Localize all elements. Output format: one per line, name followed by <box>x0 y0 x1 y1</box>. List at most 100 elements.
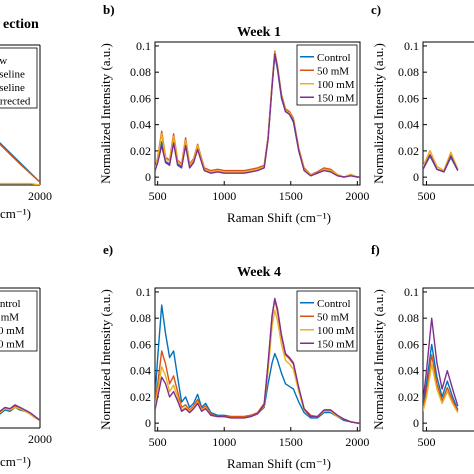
series-line-raw <box>0 142 40 183</box>
legend-label: 100 mM <box>0 325 25 337</box>
legend-box <box>296 44 358 106</box>
y-tick-label: 0 <box>413 170 419 184</box>
x-tick-label: 500 <box>417 189 435 203</box>
y-tick-label: 0.04 <box>398 364 419 378</box>
series-group <box>155 50 360 178</box>
x-tick-label: 500 <box>149 435 167 449</box>
panel-f: 0 0.02 0.04 0.06 0.08 0.1 500 f) Normalized Inte… <box>371 242 474 449</box>
panel-b: 0 0.02 0.04 0.06 0.08 0.1 500 1000 1500 2000 Week … <box>98 2 369 225</box>
series-line-50-mm <box>155 50 360 178</box>
series-line-100-mm <box>0 406 40 421</box>
y-tick-label: 0.06 <box>130 91 151 105</box>
x-tick-label: 1500 <box>279 435 303 449</box>
x-tick-label: 500 <box>149 189 167 203</box>
panel-e: 0 0.02 0.04 0.06 0.08 0.1 500 1000 1500 2000 Week … <box>98 242 369 471</box>
y-tick-label: 0.04 <box>398 118 419 132</box>
x-tick-label: 500 <box>417 435 435 449</box>
series-line-150-mm <box>423 317 459 407</box>
series-line-control <box>423 343 459 411</box>
legend-label: 100 mM <box>317 79 355 91</box>
y-tick-label: 0 <box>145 170 151 184</box>
y-tick-label: 0.06 <box>398 91 419 105</box>
x-tick-label: 2000 <box>28 189 52 203</box>
series-group <box>0 404 40 421</box>
y-tick-label: 0.04 <box>130 364 151 378</box>
legend-label: Control <box>317 298 351 310</box>
legend-box <box>296 290 358 352</box>
x-tick-label: 1000 <box>212 435 236 449</box>
y-tick-label: 0.08 <box>398 311 419 325</box>
y-tick-label: 0.08 <box>130 311 151 325</box>
legend-box <box>0 290 38 352</box>
x-tick-label: 2000 <box>345 435 369 449</box>
panel-c: 0 0.02 0.04 0.06 0.08 0.1 500 c) Normalized Inte… <box>371 2 474 203</box>
series-line-baseline-corrected <box>0 182 40 185</box>
axes-frame <box>154 41 361 186</box>
legend-label: Control <box>317 52 351 64</box>
x-tick-label: 2000 <box>28 432 52 446</box>
panel-title: Week 4 <box>237 265 281 280</box>
axes-frame <box>154 287 361 432</box>
legend-label: Baseline <box>0 68 25 80</box>
y-tick-label: 0 <box>413 416 419 430</box>
series-line-150-mm <box>155 53 360 178</box>
series-line-150-mm <box>0 404 40 421</box>
x-tick-label: 1500 <box>279 189 303 203</box>
series-line-50-mm <box>423 354 459 412</box>
panel-letter: b) <box>103 2 115 17</box>
panel-letter: f) <box>371 242 380 257</box>
y-tick-label: 0.08 <box>130 65 151 79</box>
panel-title: ection <box>3 17 39 32</box>
x-tick-label: 1000 <box>212 189 236 203</box>
legend-label: Control <box>0 298 21 310</box>
legend-label: 150 mM <box>317 338 355 350</box>
y-tick-label: 0.1 <box>404 39 419 53</box>
y-tick-label: 0.02 <box>130 144 151 158</box>
series-line-150-mm <box>423 154 459 173</box>
y-tick-label: 0.1 <box>136 285 151 299</box>
y-tick-label: 0.04 <box>130 118 151 132</box>
y-tick-label: 0.1 <box>136 39 151 53</box>
legend-label: Raw <box>0 55 7 67</box>
y-tick-label: 0.08 <box>398 65 419 79</box>
y-tick-label: 0.02 <box>398 144 419 158</box>
y-axis-label: Normalized Intensity (a.u.) <box>371 289 386 430</box>
series-group <box>423 150 459 173</box>
series-group <box>155 297 360 424</box>
y-axis-label: Normalized Intensity (a.u.) <box>371 43 386 184</box>
x-axis-label: cm⁻¹) <box>0 206 31 221</box>
y-axis-label: Normalized Intensity (a.u.) <box>98 289 113 430</box>
legend-label: 50 mM <box>0 311 19 323</box>
x-axis-label: cm⁻¹) <box>0 454 31 469</box>
series-group <box>423 317 459 413</box>
x-axis-label: Raman Shift (cm⁻¹) <box>227 456 331 471</box>
legend-label: Corrected <box>0 95 31 107</box>
legend-label: 50 mM <box>317 65 349 77</box>
panel-a: 2000ectioncm⁻¹)RawBaselineBaselineCorrec… <box>0 17 52 221</box>
panel-title: Week 1 <box>237 25 281 40</box>
legend-label: 150 mM <box>0 338 25 350</box>
legend-label: Baseline <box>0 82 25 94</box>
series-line-150-mm <box>155 297 360 424</box>
axes-frame <box>422 287 474 432</box>
y-tick-label: 0.02 <box>130 390 151 404</box>
series-line-baseline <box>0 143 40 183</box>
y-axis-label: Normalized Intensity (a.u.) <box>98 43 113 184</box>
panel-letter: e) <box>103 242 113 257</box>
legend-box <box>0 47 38 109</box>
legend: RawBaselineBaselineCorrected <box>0 47 38 109</box>
legend-label: 100 mM <box>317 325 355 337</box>
y-tick-label: 0 <box>145 416 151 430</box>
series-line-100-mm <box>423 363 459 413</box>
x-axis-label: Raman Shift (cm⁻¹) <box>227 210 331 225</box>
legend-label: 150 mM <box>317 92 355 104</box>
series-line-100-mm <box>423 150 459 172</box>
x-tick-label: 2000 <box>345 189 369 203</box>
y-tick-label: 0.06 <box>398 337 419 351</box>
y-tick-label: 0.1 <box>404 285 419 299</box>
